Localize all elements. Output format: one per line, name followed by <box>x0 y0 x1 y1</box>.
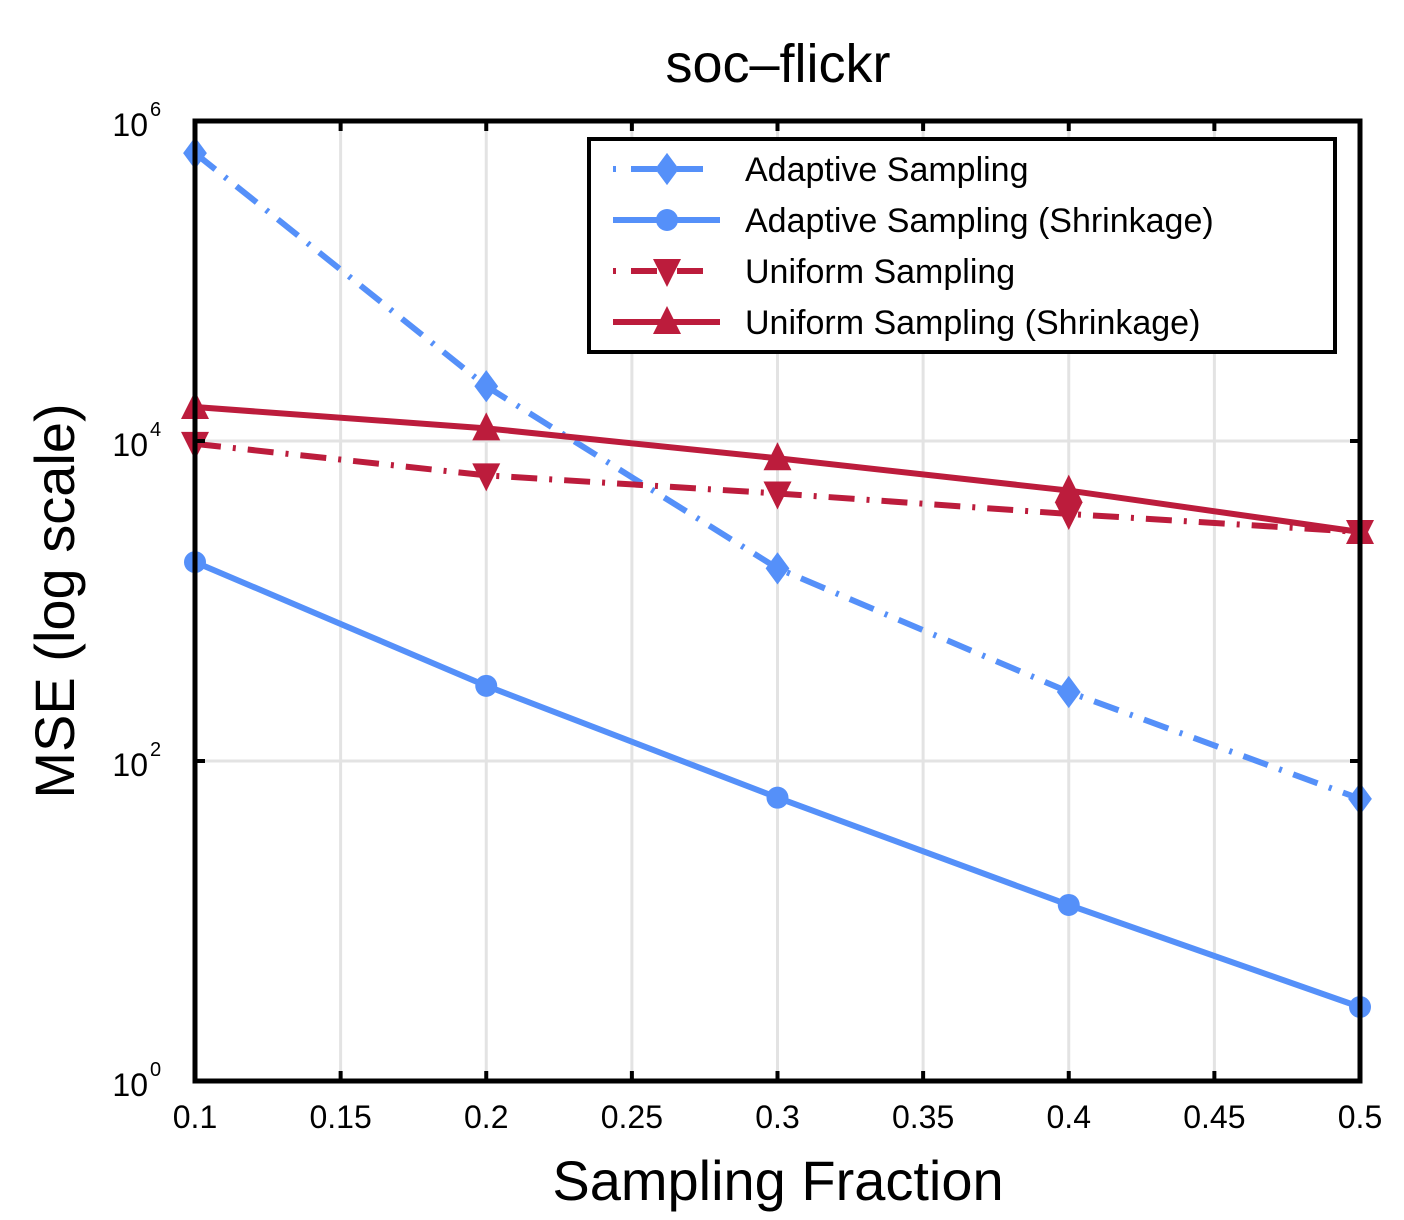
x-tick-label: 0.2 <box>464 1099 508 1135</box>
x-tick-label: 0.35 <box>892 1099 954 1135</box>
data-point <box>474 370 499 403</box>
legend-label: Adaptive Sampling <box>745 151 1029 189</box>
data-point <box>1056 675 1081 709</box>
x-tick-label: 0.15 <box>309 1099 371 1135</box>
series-line <box>193 150 1362 802</box>
legend-item: Adaptive Sampling <box>613 151 1029 189</box>
y-tick-label: 10 <box>112 107 148 143</box>
data-point <box>472 412 501 441</box>
x-tick-label: 0.25 <box>601 1099 663 1135</box>
legend-item: Adaptive Sampling (Shrinkage) <box>613 202 1214 240</box>
ticks <box>193 119 1362 1083</box>
x-tick-labels: 0.1 0.15 0.2 0.25 0.3 0.35 0.4 0.45 0.5 <box>173 1099 1382 1135</box>
data-point <box>766 786 789 809</box>
y-axis-label: MSE (log scale) <box>23 403 86 798</box>
y-tick-exponent: 6 <box>150 99 161 121</box>
legend-box <box>587 137 1337 354</box>
x-tick-label: 0.3 <box>755 1099 799 1135</box>
chart-title: soc–flickr <box>665 34 890 94</box>
data-point <box>763 442 792 471</box>
data-point <box>472 463 501 492</box>
legend-marker <box>656 209 678 231</box>
legend-label: Uniform Sampling <box>745 253 1015 291</box>
y-tick-exponent: 2 <box>150 739 161 761</box>
series-3 <box>181 391 1374 544</box>
legend: Adaptive Sampling Adaptive Sampling (Shri… <box>587 137 1337 354</box>
data-point <box>1057 893 1080 916</box>
series-1 <box>184 551 1371 1019</box>
legend-marker <box>655 152 679 186</box>
x-axis-label: Sampling Fraction <box>552 1149 1003 1212</box>
legend-label: Adaptive Sampling (Shrinkage) <box>745 202 1214 240</box>
legend-item: Uniform Sampling <box>613 253 1015 291</box>
y-tick-label: 10 <box>112 427 148 463</box>
y-tick-exponent: 4 <box>150 419 161 441</box>
data-point <box>763 481 792 510</box>
data-point <box>765 552 790 585</box>
x-tick-label: 0.1 <box>173 1099 217 1135</box>
data-point <box>1054 501 1083 530</box>
y-tick-exponent: 0 <box>150 1059 161 1081</box>
legend-marker <box>653 306 681 334</box>
series-layer <box>181 137 1374 1019</box>
x-tick-label: 0.45 <box>1183 1099 1245 1135</box>
data-point <box>1054 474 1083 503</box>
x-tick-label: 0.5 <box>1338 1099 1382 1135</box>
legend-label: Uniform Sampling (Shrinkage) <box>745 304 1200 342</box>
y-tick-label: 10 <box>112 1067 148 1103</box>
legend-item: Uniform Sampling (Shrinkage) <box>613 304 1200 342</box>
x-tick-label: 0.4 <box>1047 1099 1091 1135</box>
data-point <box>475 674 498 697</box>
y-tick-label: 10 <box>112 747 148 783</box>
legend-marker <box>653 259 681 287</box>
series-2 <box>181 431 1374 548</box>
